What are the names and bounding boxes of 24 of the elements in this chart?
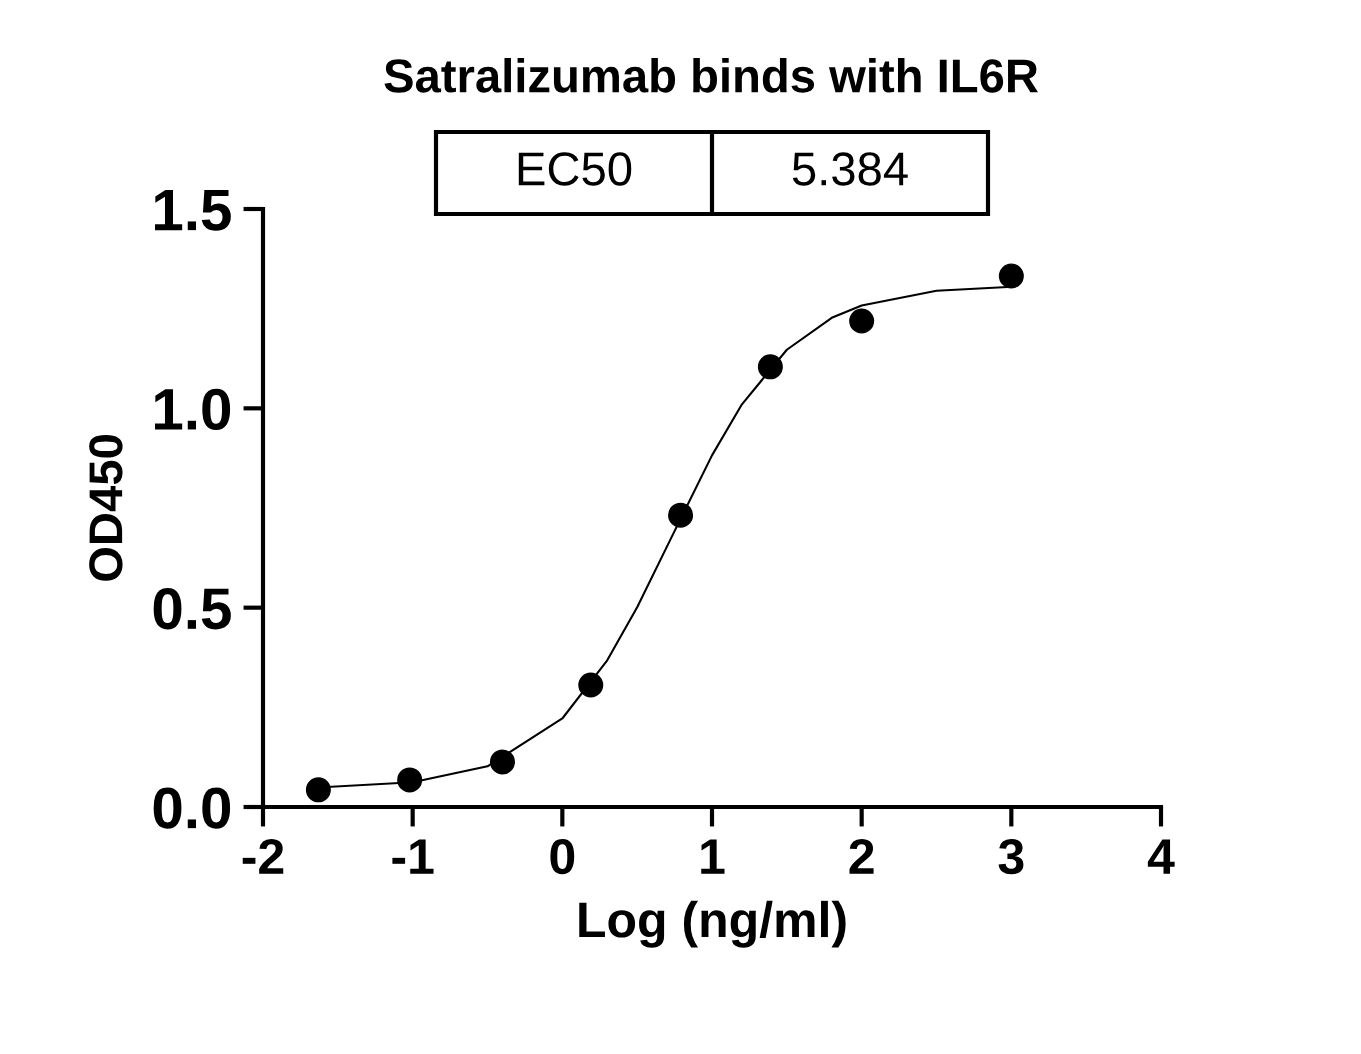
point — [849, 308, 875, 334]
x-tick-label: 1 — [701, 839, 725, 874]
y-axis-title: OD450 — [89, 435, 123, 581]
x-tick-label: 0 — [550, 838, 575, 875]
point — [578, 672, 604, 698]
x-tick-label: -1 — [392, 839, 434, 874]
point — [668, 502, 694, 528]
point — [397, 767, 423, 793]
chart-title: Satralizumab binds with IL6R — [384, 57, 1039, 93]
point — [305, 777, 331, 803]
text: 5.384 — [792, 152, 908, 186]
y-tick-label: 1.0 — [155, 388, 231, 431]
x-axis-title: Log (ng/ml) — [579, 900, 846, 948]
point — [998, 263, 1024, 289]
point — [757, 354, 783, 380]
y-tick-label: 1.5 — [155, 190, 231, 231]
x-tick-label: -2 — [242, 838, 284, 874]
point — [489, 749, 515, 775]
x-tick-label: 2 — [849, 838, 874, 874]
text: EC50 — [518, 152, 632, 186]
y-tick-label: 0.5 — [153, 588, 231, 630]
x-tick-label: 4 — [1147, 839, 1175, 874]
y-tick-label: 0.0 — [153, 787, 231, 829]
x-tick-label: 3 — [998, 838, 1024, 875]
